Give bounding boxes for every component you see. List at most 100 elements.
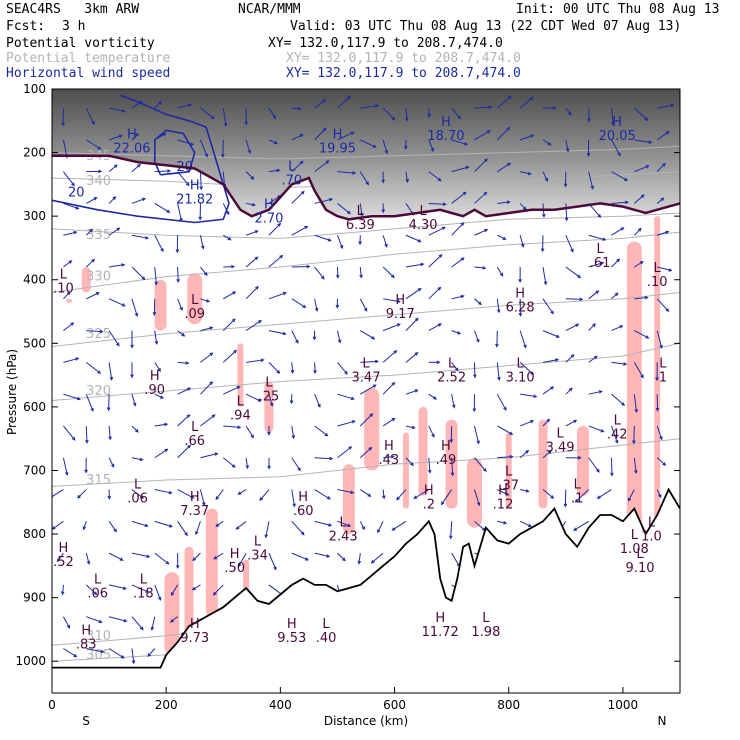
wind-arrow-147 [246,359,264,363]
wind-arrow-174 [291,225,308,236]
wind-arrowhead-79 [154,340,159,346]
extremum-type-35: L [94,573,102,588]
wind-arrowhead-394 [640,374,644,379]
wind-arrowhead-381 [623,362,628,366]
theta-contour-315 [52,438,680,487]
wind-arrow-243 [382,489,385,499]
wind-arrow-307 [497,201,510,204]
extremum-type-25: L [134,477,142,492]
wind-arrowhead-272 [413,495,418,499]
wind-arrow-42 [108,298,125,307]
wind-arrow-69 [131,584,149,593]
wind-arrowhead-329 [525,449,530,454]
wind-arrowhead-134 [231,464,236,468]
wind-arrowhead-8 [75,357,80,361]
wind-arrow-114 [200,327,213,332]
wind-arrow-348 [565,203,568,221]
extremum-value-27: .60 [293,504,314,519]
wind-arrowhead-190 [321,275,325,280]
wind-arrow-333 [542,139,552,146]
wind-arrow-146 [245,320,262,332]
wind-arrow-130 [222,318,236,331]
y-tick-label-700: 700 [23,463,46,477]
wind-arrowhead-32 [86,560,91,565]
wind-arrowhead-389 [640,194,645,199]
wind-arrowhead-203 [347,210,351,215]
wind-arrowhead-83 [164,448,169,453]
wind-arrowhead-364 [600,261,605,266]
theta-label-310: 310 [86,629,111,644]
wind-arrow-3 [63,202,79,210]
wind-arrowhead-372 [573,527,577,531]
wind-arrowhead-404 [668,268,673,272]
wind-arrow-155 [268,139,278,144]
wind-arrowhead-246 [404,117,409,122]
y-tick-label-100: 100 [23,82,46,96]
wind-arrow-327 [520,393,537,398]
wind-arrowhead-196 [329,456,334,461]
wind-arrow-365 [588,290,599,300]
wind-arrowhead-23 [91,258,96,263]
wind-arrow-376 [611,201,628,204]
wind-arrowhead-4 [73,230,78,235]
wind-arrowhead-239 [393,350,398,354]
wind-arrow-134 [222,457,236,468]
wind-arrowhead-373 [611,121,615,126]
wind-arrowhead-168 [273,566,277,571]
wind-arrowhead-336 [540,248,545,253]
wind-arrowhead-166 [259,497,264,502]
wind-arrowhead-314 [509,431,514,435]
wind-arrow-390 [633,228,642,236]
wind-arrow-397 [633,457,637,474]
wind-arrow-14 [57,552,64,562]
x-tick-label-400: 400 [269,698,292,712]
wind-arrowhead-244 [377,529,381,534]
wind-arrow-317 [497,520,507,524]
wind-arrow-350 [565,266,581,278]
wind-arrow-387 [634,139,652,143]
wind-arrow-351 [565,298,583,300]
wind-arrowhead-78 [152,311,157,316]
wind-arrowhead-309 [499,272,504,277]
wind-arrowhead-91 [190,142,195,146]
wind-arrow-162 [268,362,280,374]
wind-arrow-322 [519,235,524,247]
wind-arrow-392 [634,296,648,300]
wind-arrowhead-118 [214,452,219,456]
wind-arrowhead-16 [66,624,70,629]
wind-arrowhead-382 [621,402,626,406]
extremum-type-1: H [190,178,200,193]
wind-arrowhead-206 [335,304,340,309]
wind-arrowhead-405 [665,308,670,313]
wind-arrowhead-136 [215,523,220,527]
wind-arrowhead-397 [634,470,638,475]
wind-arrowhead-286 [448,535,453,540]
wind-arrow-341 [542,386,554,395]
wind-arrowhead-11 [64,471,69,476]
extremum-value-45: 1.08 [620,542,649,557]
wind-arrow-394 [633,362,644,378]
wind-arrow-388 [634,165,649,173]
wind-arrow-9 [63,393,81,400]
wind-arrowhead-59 [141,276,146,281]
wind-arrow-126 [222,203,230,215]
wind-arrow-33 [85,584,97,595]
extremum-type-39: H [287,617,297,632]
wind-arrow-177 [291,330,299,344]
wind-arrowhead-256 [411,425,416,430]
wind-arrow-103 [177,521,188,536]
wind-arrowhead-98 [185,361,190,365]
wind-arrow-122 [192,584,201,591]
y-tick-label-900: 900 [23,591,46,605]
extremum-type-28: H [424,484,434,499]
wind-arrow-267 [428,323,442,332]
wind-arrow-361 [588,171,594,189]
extremum-value-20: .66 [184,434,205,449]
extremum-value-48: 1 [659,370,667,385]
wind-arrow-291 [474,158,488,173]
wind-arrowhead-301 [476,502,481,507]
wind-arrowhead-192 [312,336,317,341]
wind-arrowhead-162 [276,370,281,374]
terrain [52,487,680,693]
wind-arrow-321 [519,203,527,210]
